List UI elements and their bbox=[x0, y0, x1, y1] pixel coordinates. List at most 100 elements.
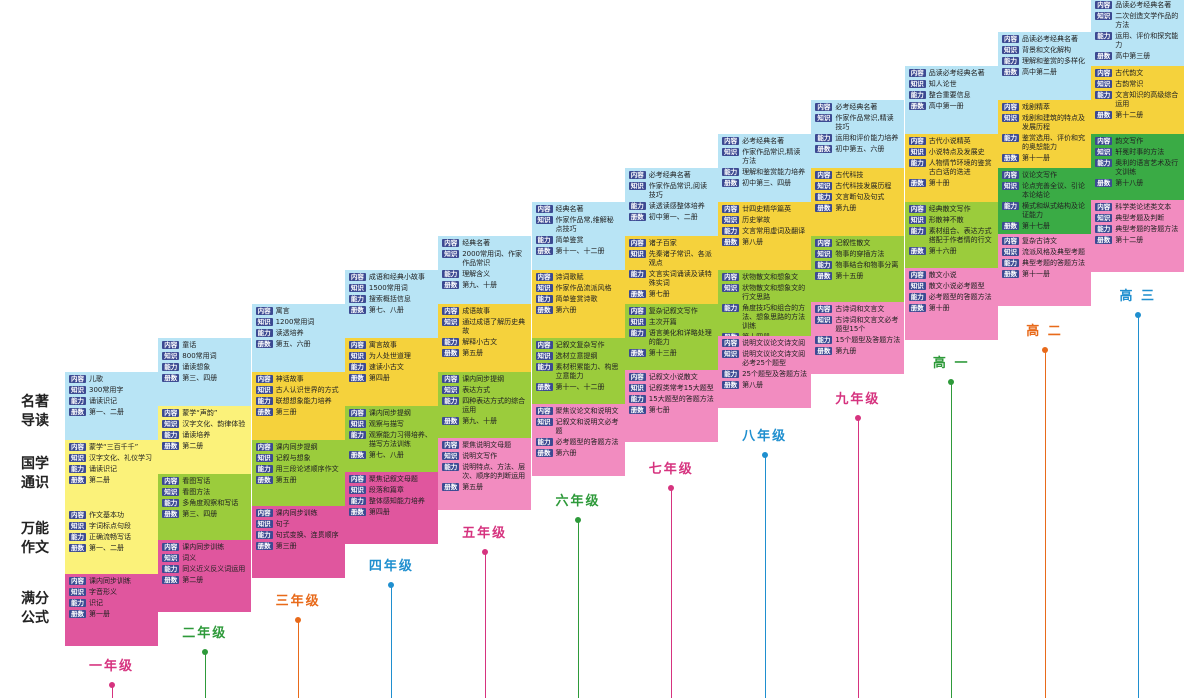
info-line: 能力 说明特点、方法、层次、顺序的判断运用 bbox=[442, 463, 527, 481]
info-text: 段落和篇章 bbox=[368, 486, 404, 494]
info-text: 记叙与想象 bbox=[275, 454, 311, 462]
tag-ability: 能力 bbox=[1002, 202, 1019, 210]
info-text: 1500常用词 bbox=[368, 284, 408, 292]
tag-ability: 能力 bbox=[628, 270, 646, 278]
info-text: 第七册 bbox=[648, 406, 670, 414]
info-line: 内容 韵文写作 bbox=[1095, 137, 1180, 146]
info-text: 第六册 bbox=[555, 306, 577, 314]
tag-content: 内容 bbox=[442, 441, 460, 449]
info-text: 物事的穿插方法 bbox=[835, 250, 885, 258]
tag-content: 内容 bbox=[1095, 137, 1113, 145]
info-line: 知识 历史掌故 bbox=[722, 216, 807, 225]
grade-5-block-1: 内容 经典名著 知识 2000常用词、作家作品常识 能力 理解含义 册数 第九、十册 bbox=[438, 236, 532, 304]
info-line: 能力 观察能力习得培养、描写方法训练 bbox=[348, 431, 434, 449]
tag-knowledge: 知识 bbox=[1095, 148, 1113, 156]
tag-content: 内容 bbox=[348, 341, 366, 349]
tag-ability: 能力 bbox=[722, 370, 740, 378]
info-line: 内容 成语故事 bbox=[442, 307, 527, 316]
info-text: 复杂记叙文写作 bbox=[648, 307, 698, 315]
info-line: 册数第十四册 bbox=[722, 333, 807, 336]
tag-knowledge: 知识 bbox=[69, 454, 86, 462]
info-line: 能力 用三段论述顺序作文 bbox=[255, 465, 341, 474]
info-text: 第一、二册 bbox=[89, 544, 124, 552]
info-line: 册数 第六册 bbox=[535, 306, 621, 315]
info-text: 童话 bbox=[182, 341, 197, 349]
info-line: 知识 字词标点句段 bbox=[69, 522, 154, 531]
info-text: 寓言 bbox=[275, 307, 290, 315]
tag-ability: 能力 bbox=[1002, 57, 1019, 65]
tag-knowledge: 知识 bbox=[628, 384, 646, 392]
info-line: 知识 字音形义 bbox=[69, 588, 154, 597]
info-line: 能力 典型考题的答题方法 bbox=[1095, 225, 1180, 234]
info-line: 内容 议论文写作 bbox=[1002, 171, 1087, 180]
info-text: 诵读识记 bbox=[89, 397, 117, 405]
info-line: 内容 品读必考经典名著 bbox=[908, 69, 994, 78]
info-line: 内容 作文基本功 bbox=[69, 511, 154, 520]
info-text: 作文基本功 bbox=[89, 511, 124, 519]
info-text: 必考题型的答题方法 bbox=[555, 438, 619, 446]
info-text: 成语故事 bbox=[462, 307, 491, 315]
tag-volume: 册数 bbox=[255, 542, 273, 550]
info-line: 知识 古代科技发展历程 bbox=[815, 182, 900, 191]
tag-knowledge: 知识 bbox=[908, 148, 926, 156]
tag-ability: 能力 bbox=[442, 397, 460, 405]
info-line: 册数 第五册 bbox=[442, 349, 527, 358]
tag-content: 内容 bbox=[1095, 69, 1113, 77]
info-line: 内容 散文小说 bbox=[908, 271, 994, 280]
info-line: 册数 第七、八册 bbox=[348, 306, 434, 315]
tag-content: 内容 bbox=[255, 509, 273, 517]
tag-volume: 册数 bbox=[442, 281, 460, 289]
timeline-stem bbox=[857, 420, 859, 698]
info-text: 运用、评价和探究能力 bbox=[1115, 32, 1179, 49]
timeline-stem bbox=[1044, 352, 1046, 698]
info-text: 人物情节环境的鉴赏古白话的迭进 bbox=[928, 159, 992, 176]
info-line: 知识 说明文议论文诗文阅必考25个题型 bbox=[722, 350, 807, 368]
tag-ability: 能力 bbox=[255, 329, 273, 337]
info-line: 知识 轩冕时事的方法 bbox=[1095, 148, 1180, 157]
info-text: 复杂古诗文 bbox=[1022, 237, 1057, 245]
tag-ability: 能力 bbox=[908, 227, 926, 235]
tag-volume: 册数 bbox=[535, 383, 553, 391]
info-text: 角度技巧和组合的方法、想象思路的方法训练 bbox=[742, 304, 806, 330]
row-label-3: 万能 作文 bbox=[21, 521, 49, 556]
info-line: 知识 作家作品流派风格 bbox=[535, 284, 621, 293]
grade-10-block-2: 内容 古代小说精英 知识 小说特点及发展史 能力 人物情节环境的鉴赏古白话的迭进 册数 第十册 bbox=[904, 134, 998, 202]
info-line: 内容 儿歌 bbox=[69, 375, 154, 384]
tag-content: 内容 bbox=[535, 273, 553, 281]
grade-label: 高 二 bbox=[1026, 324, 1063, 339]
info-line: 内容 童话 bbox=[162, 341, 247, 350]
tag-ability: 能力 bbox=[442, 270, 460, 278]
tag-ability: 能力 bbox=[348, 497, 366, 505]
info-text: 议论文写作 bbox=[1022, 171, 1057, 179]
grade-6-block-1: 内容 经典名著 知识 作家作品常,维解秘点技巧 能力 简单鉴赏 册数 第十一、十二册 bbox=[531, 202, 625, 270]
tag-knowledge: 知识 bbox=[1095, 214, 1113, 222]
tag-knowledge: 知识 bbox=[628, 182, 646, 190]
tag-knowledge: 知识 bbox=[442, 452, 460, 460]
grade-label: 九年级 bbox=[835, 392, 881, 407]
tag-knowledge: 知识 bbox=[162, 554, 180, 562]
info-text: 记叙文复杂写作 bbox=[555, 341, 605, 349]
info-text: 诵读培养 bbox=[182, 431, 211, 439]
tag-volume: 册数 bbox=[442, 417, 460, 425]
info-line: 能力 识记 bbox=[69, 599, 154, 608]
timeline-stem bbox=[764, 457, 766, 698]
info-line: 内容 课内同步训练 bbox=[255, 509, 341, 518]
grade-3-block-2: 内容 神话故事 知识 古人认识世界的方式 能力 联想想象能力培养 册数 第三册 bbox=[251, 372, 345, 440]
info-line: 知识 记叙与想象 bbox=[255, 454, 341, 463]
info-text: 状物散文和想象文的行文思路 bbox=[742, 284, 806, 301]
grade-label: 七年级 bbox=[648, 462, 694, 477]
info-text: 必考经典名著 bbox=[742, 137, 785, 145]
tag-content: 内容 bbox=[1002, 103, 1019, 111]
grade-7-block-1: 内容 必考经典名著 知识 作家作品常识,阅读技巧 能力 读透读感整体培养 册数 初中第一、二册 bbox=[624, 168, 718, 236]
grade-11-block-3: 内容 议论文写作 知识 论点完善全议、引论本论结论 能力 横式和纵式结构及论证能力 册数 第十… bbox=[998, 168, 1091, 234]
tag-knowledge: 知识 bbox=[348, 352, 366, 360]
tag-ability: 能力 bbox=[69, 465, 86, 473]
info-text: 15个题型及答题方法 bbox=[835, 336, 901, 344]
tag-volume: 册数 bbox=[815, 347, 833, 355]
tag-ability: 能力 bbox=[1095, 225, 1113, 233]
tag-content: 内容 bbox=[628, 239, 646, 247]
info-line: 册数 第七册 bbox=[628, 290, 714, 299]
info-text: 作家作品常识,精读技巧 bbox=[835, 114, 894, 131]
info-text: 25个题型及答题方法 bbox=[742, 370, 808, 378]
info-line: 内容 品读必考经典名著 bbox=[1095, 1, 1180, 10]
